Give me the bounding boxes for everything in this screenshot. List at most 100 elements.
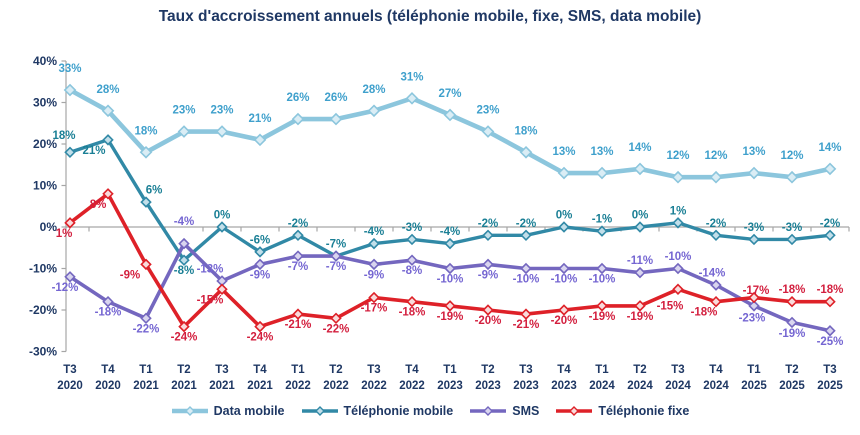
data-point-marker [254, 258, 266, 271]
data-point-label: 0% [214, 210, 231, 222]
data-point-marker [785, 170, 799, 184]
data-point-label: -8% [174, 265, 194, 277]
data-point-marker [140, 196, 152, 208]
data-point-marker [368, 237, 380, 250]
data-point-label: -4% [440, 226, 460, 238]
data-point-label: 18% [52, 130, 75, 142]
data-point-label: 12% [780, 150, 803, 162]
data-point-label: -2% [288, 218, 308, 230]
data-point-label: -3% [402, 222, 422, 234]
data-point-label: -1% [592, 214, 612, 226]
data-point-label: -15% [657, 300, 684, 312]
data-point-marker [254, 320, 266, 333]
data-point-label: -10% [665, 251, 692, 263]
data-point-label: -10% [551, 274, 578, 286]
data-point-label: -2% [516, 218, 536, 230]
data-point-marker [406, 254, 418, 266]
data-point-label: -2% [820, 218, 840, 230]
data-point-marker [672, 262, 684, 275]
data-point-label: -22% [133, 323, 160, 335]
data-point-label: 26% [324, 92, 347, 104]
data-point-marker [253, 133, 267, 147]
legend-marker-sms [470, 406, 507, 416]
data-point-label: 23% [210, 105, 233, 117]
data-point-marker [481, 125, 495, 138]
data-point-label: 26% [286, 92, 309, 104]
data-point-label: -25% [817, 336, 844, 348]
data-point-marker [140, 258, 152, 271]
data-point-label: 18% [514, 125, 537, 137]
data-point-label: -19% [437, 311, 464, 323]
x-axis-tick-label: T1 2023 [437, 364, 463, 392]
data-point-label: -18% [817, 284, 844, 296]
data-point-label: 33% [58, 63, 81, 75]
x-axis-tick-label: T1 2021 [133, 364, 159, 392]
data-point-marker [368, 291, 380, 304]
x-axis-tick-label: T4 2021 [247, 364, 273, 392]
x-axis-tick-label: T3 2025 [817, 364, 843, 392]
data-point-label: 28% [362, 84, 385, 96]
chart-title: Taux d'accroissement annuels (téléphonie… [158, 8, 702, 25]
data-point-label: 13% [742, 146, 765, 158]
data-point-label: -9% [120, 269, 140, 281]
data-point-label: -4% [364, 226, 384, 238]
data-point-label: -10% [589, 274, 616, 286]
legend-label-sms: SMS [512, 404, 540, 418]
data-point-label: -22% [323, 323, 350, 335]
data-point-marker [557, 166, 571, 180]
data-point-label: 13% [552, 146, 575, 158]
data-point-label: -3% [744, 222, 764, 234]
data-point-marker [786, 295, 798, 308]
legend-item-t-l-phonie-mobile: Téléphonie mobile [301, 404, 454, 418]
data-point-label: 0% [556, 210, 573, 222]
legend-label-t-l-phonie-mobile: Téléphonie mobile [343, 404, 454, 418]
y-axis-tick-label: -20% [29, 303, 57, 317]
data-point-marker [824, 229, 836, 242]
data-point-label: -7% [326, 239, 346, 251]
data-point-label: -11% [627, 255, 653, 267]
data-point-marker [406, 295, 418, 308]
chart-legend: Data mobile Téléphonie mobile SMS Téléphoni… [0, 404, 860, 418]
data-point-marker [786, 316, 798, 329]
data-point-label: -20% [475, 315, 502, 327]
data-point-label: 27% [438, 88, 461, 100]
data-point-marker [291, 112, 305, 126]
data-point-label: 23% [172, 105, 195, 117]
data-point-label: -17% [361, 303, 388, 315]
data-point-marker [64, 271, 76, 283]
data-point-label: -8% [402, 265, 422, 277]
data-point-marker [216, 221, 228, 233]
y-axis-tick-label: -10% [29, 262, 57, 276]
data-point-marker [710, 295, 722, 308]
data-point-marker [102, 188, 114, 200]
data-point-label: -24% [171, 332, 198, 344]
data-point-label: 8% [90, 199, 107, 211]
data-point-marker [101, 104, 115, 118]
x-axis-tick-label: T2 2023 [475, 364, 501, 392]
data-point-label: -17% [743, 285, 770, 297]
data-point-marker [178, 320, 190, 333]
x-axis-tick-label: T1 2024 [589, 364, 615, 392]
data-point-marker [216, 283, 228, 295]
data-point-marker [748, 300, 760, 312]
data-point-marker [444, 300, 456, 312]
data-point-label: -12% [52, 282, 79, 294]
data-point-label: -19% [627, 311, 654, 323]
x-axis-tick-label: T3 2024 [665, 364, 691, 392]
data-point-label: -10% [437, 274, 464, 286]
data-point-label: -21% [513, 319, 540, 331]
data-point-marker [102, 134, 114, 146]
data-point-marker [63, 83, 77, 97]
data-point-label: 21% [248, 113, 271, 125]
data-point-marker [558, 262, 570, 275]
data-point-marker [329, 112, 343, 126]
data-point-label: -4% [174, 216, 194, 228]
data-point-marker [520, 262, 532, 275]
data-point-label: -3% [782, 222, 802, 234]
data-point-label: -6% [250, 234, 270, 246]
x-axis-tick-label: T3 2023 [513, 364, 539, 392]
legend-marker-data-mobile [171, 406, 208, 416]
data-point-marker [596, 300, 608, 312]
data-point-marker [634, 221, 646, 233]
data-point-label: 21% [82, 145, 105, 157]
